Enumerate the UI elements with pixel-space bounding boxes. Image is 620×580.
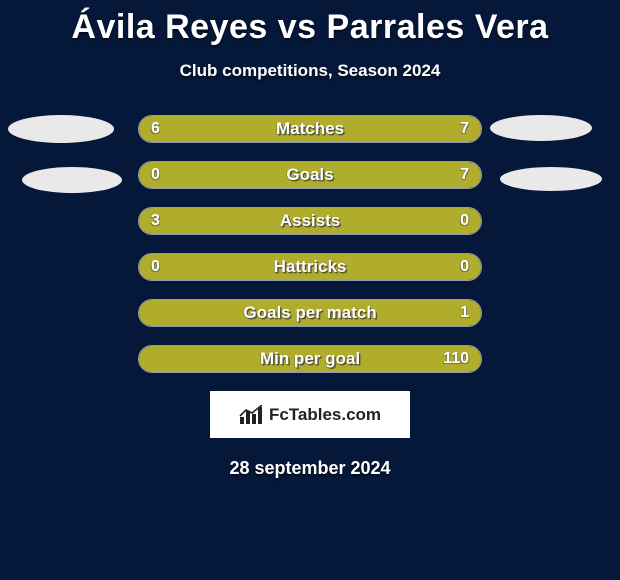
stat-row: 00Hattricks bbox=[138, 253, 482, 281]
brand-text: FcTables.com bbox=[269, 405, 381, 425]
page-title: Ávila Reyes vs Parrales Vera bbox=[0, 0, 620, 47]
stat-value-right: 0 bbox=[460, 208, 469, 234]
stat-value-right: 1 bbox=[460, 300, 469, 326]
stat-fill-left bbox=[139, 116, 296, 142]
bar-chart-icon bbox=[239, 405, 263, 425]
stat-row: 1Goals per match bbox=[138, 299, 482, 327]
subtitle: Club competitions, Season 2024 bbox=[0, 61, 620, 81]
stat-value-right: 0 bbox=[460, 254, 469, 280]
stat-row: 110Min per goal bbox=[138, 345, 482, 373]
stat-fill-right bbox=[310, 254, 481, 280]
date-text: 28 september 2024 bbox=[0, 458, 620, 479]
stat-fill-left bbox=[139, 346, 419, 372]
stat-value-right: 110 bbox=[443, 346, 469, 372]
stat-value-left: 0 bbox=[151, 254, 160, 280]
player-badge-ellipse bbox=[22, 167, 122, 193]
stat-row: 07Goals bbox=[138, 161, 482, 189]
stat-fill-right bbox=[201, 162, 481, 188]
player-badge-ellipse bbox=[500, 167, 602, 191]
stat-fill-left bbox=[139, 162, 201, 188]
stat-fill-right bbox=[296, 116, 481, 142]
stat-fill-left bbox=[139, 208, 399, 234]
player-badge-ellipse bbox=[490, 115, 592, 141]
stat-value-right: 7 bbox=[460, 162, 469, 188]
player-badge-ellipse bbox=[8, 115, 114, 143]
brand-badge: FcTables.com bbox=[210, 391, 410, 438]
stat-fill-left bbox=[139, 300, 460, 326]
stat-value-left: 6 bbox=[151, 116, 160, 142]
stat-value-left: 3 bbox=[151, 208, 160, 234]
comparison-chart: 67Matches07Goals30Assists00Hattricks1Goa… bbox=[0, 115, 620, 373]
stat-fill-left bbox=[139, 254, 310, 280]
stat-value-right: 7 bbox=[460, 116, 469, 142]
stat-row: 30Assists bbox=[138, 207, 482, 235]
stat-row: 67Matches bbox=[138, 115, 482, 143]
stat-value-left: 0 bbox=[151, 162, 160, 188]
